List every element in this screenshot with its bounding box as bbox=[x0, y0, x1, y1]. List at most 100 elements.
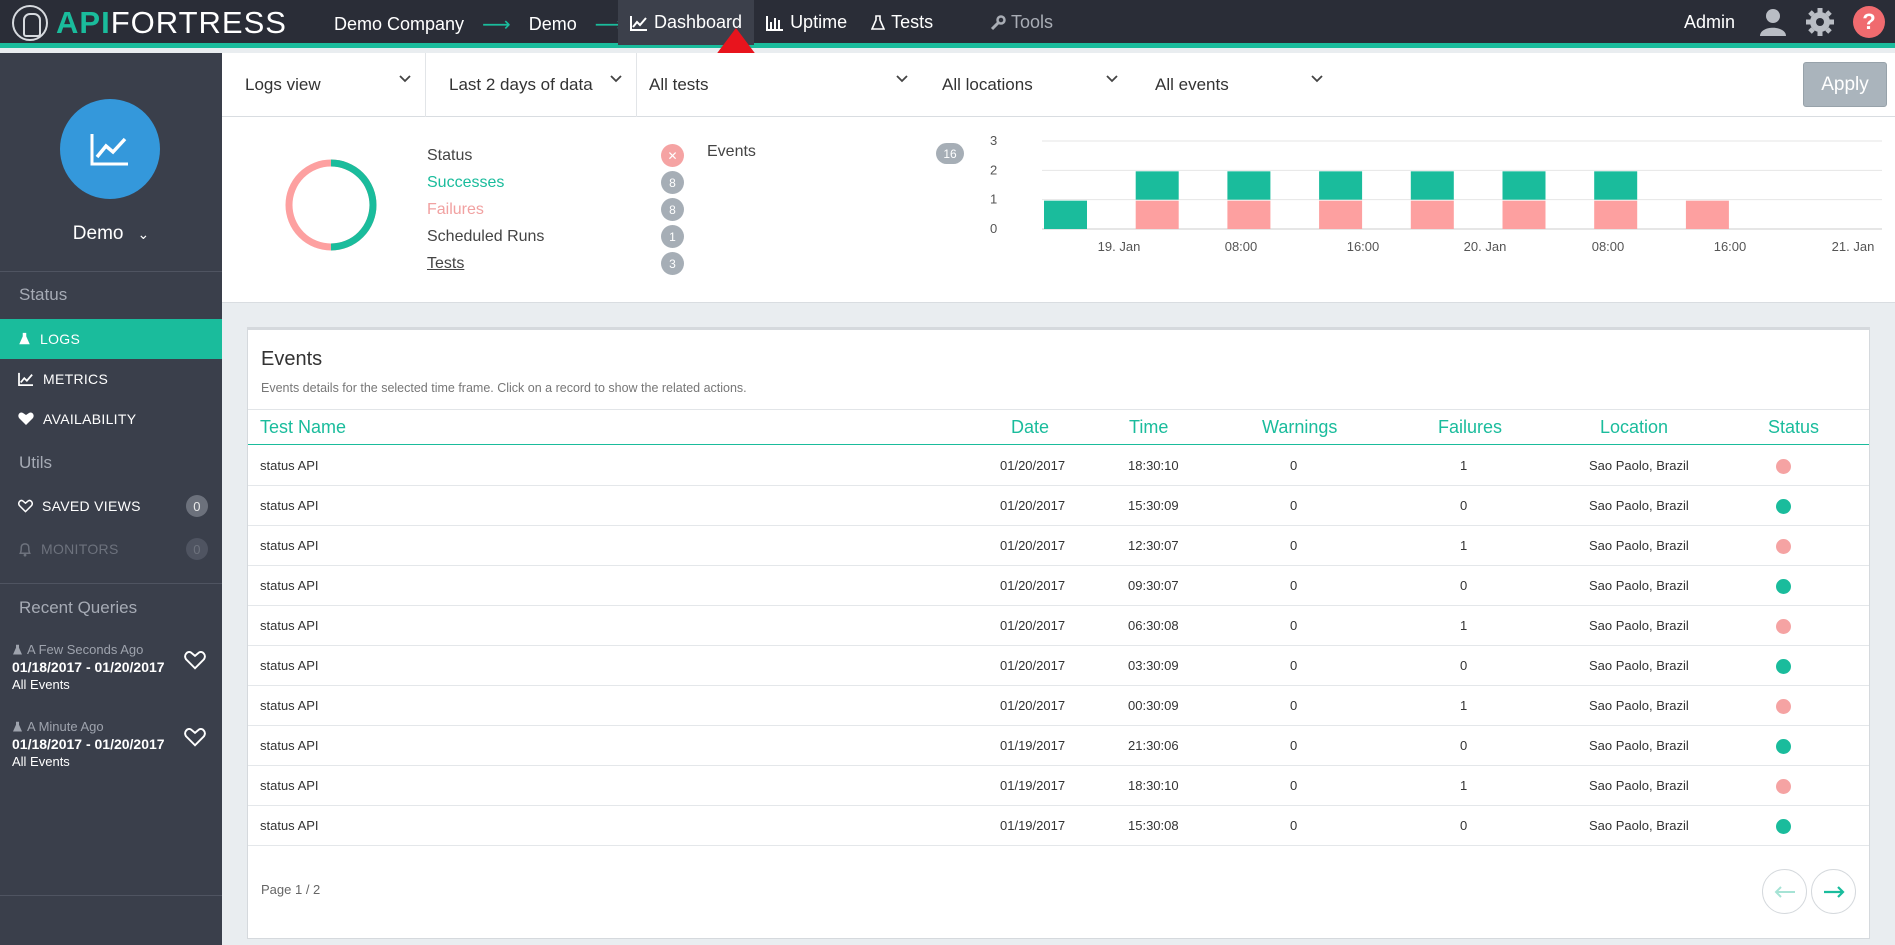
events-subtitle: Events details for the selected time fra… bbox=[261, 381, 747, 395]
prev-page-button[interactable] bbox=[1762, 869, 1807, 914]
divider bbox=[0, 271, 222, 272]
failures-label: Failures bbox=[427, 200, 484, 218]
nav-tests-label: Tests bbox=[891, 12, 934, 32]
sidebar-item-logs[interactable]: LOGS bbox=[0, 319, 222, 359]
table-row[interactable]: status API 01/19/2017 15:30:08 0 0 Sao Paolo,… bbox=[248, 806, 1869, 846]
project-selector[interactable]: Demo ⌄ bbox=[0, 223, 222, 245]
events-title: Events bbox=[261, 348, 323, 370]
sidebar-item-metrics[interactable]: METRICS bbox=[0, 359, 222, 399]
apply-button[interactable]: Apply bbox=[1803, 62, 1887, 107]
status-dot bbox=[1776, 539, 1791, 554]
breadcrumb-company[interactable]: Demo Company bbox=[334, 14, 465, 34]
project-avatar bbox=[60, 99, 160, 199]
table-row[interactable]: status API 01/20/2017 12:30:07 0 1 Sao Paolo,… bbox=[248, 526, 1869, 566]
y-tick-label: 3 bbox=[990, 133, 997, 148]
arrow-left-icon bbox=[1774, 885, 1795, 898]
bar-failures bbox=[1227, 200, 1271, 229]
cell-time: 03:30:09 bbox=[1128, 658, 1179, 673]
chevron-down-icon bbox=[1311, 75, 1323, 83]
column-header-test-name[interactable]: Test Name bbox=[260, 417, 347, 437]
fortress-logo-icon bbox=[12, 5, 48, 41]
divider bbox=[0, 583, 222, 584]
user-name[interactable]: Admin bbox=[1683, 11, 1735, 32]
chevron-down-icon bbox=[399, 75, 411, 83]
flask-icon bbox=[13, 721, 22, 731]
user-icon[interactable] bbox=[1759, 7, 1787, 37]
x-tick-label: 16:00 bbox=[1714, 239, 1747, 254]
table-row[interactable]: status API 01/20/2017 09:30:07 0 0 Sao Paolo,… bbox=[248, 566, 1869, 606]
cell-location: Sao Paolo, Brazil bbox=[1589, 658, 1689, 673]
successes-label: Successes bbox=[427, 173, 505, 191]
app-logo[interactable]: APIFORTRESS bbox=[12, 5, 287, 41]
y-tick-label: 1 bbox=[990, 192, 997, 207]
table-row[interactable]: status API 01/20/2017 00:30:09 0 1 Sao Paolo,… bbox=[248, 686, 1869, 726]
chevron-down-icon: ⌄ bbox=[137, 226, 150, 242]
view-select[interactable]: Logs view bbox=[222, 53, 426, 117]
column-header-date[interactable]: Date bbox=[1011, 417, 1050, 437]
period-select-value: Last 2 days of data bbox=[449, 75, 593, 94]
cell-name: status API bbox=[260, 618, 319, 633]
cell-date: 01/19/2017 bbox=[1000, 818, 1066, 833]
sidebar-item-label: MONITORS bbox=[41, 541, 119, 557]
recent-query-filter: All Events bbox=[12, 677, 70, 692]
status-label: Status bbox=[427, 146, 473, 164]
arrow-right-icon: ⟶ bbox=[594, 14, 624, 36]
table-row[interactable]: status API 01/20/2017 06:30:08 0 1 Sao Paolo,… bbox=[248, 606, 1869, 646]
column-header-location[interactable]: Location bbox=[1600, 417, 1669, 437]
nav-tools-label: Tools bbox=[1011, 12, 1054, 32]
column-header-status[interactable]: Status bbox=[1768, 417, 1820, 437]
cell-failures: 1 bbox=[1460, 538, 1468, 553]
nav-tests[interactable]: Tests bbox=[859, 0, 945, 45]
events-select[interactable]: All events bbox=[1132, 53, 1337, 117]
tests-select[interactable]: All tests bbox=[637, 53, 922, 117]
column-header-time[interactable]: Time bbox=[1129, 417, 1169, 437]
cell-location: Sao Paolo, Brazil bbox=[1589, 698, 1689, 713]
bar-successes bbox=[1502, 171, 1546, 200]
top-bar: APIFORTRESS Demo Company ⟶ Demo ⟶ Dashbo… bbox=[0, 0, 1895, 48]
x-tick-label: 21. Jan bbox=[1832, 239, 1875, 254]
breadcrumb-project[interactable]: Demo bbox=[528, 14, 577, 34]
column-header-warnings[interactable]: Warnings bbox=[1262, 417, 1338, 437]
sidebar-item-label: METRICS bbox=[43, 371, 109, 387]
tests-link[interactable]: Tests bbox=[427, 254, 465, 272]
column-header-failures[interactable]: Failures bbox=[1438, 417, 1503, 437]
tests-select-value: All tests bbox=[649, 75, 709, 94]
period-select[interactable]: Last 2 days of data bbox=[426, 53, 637, 117]
saved-views-count-badge: 0 bbox=[186, 495, 208, 517]
cell-location: Sao Paolo, Brazil bbox=[1589, 538, 1689, 553]
nav-uptime[interactable]: Uptime bbox=[754, 0, 859, 45]
failures-count: 8 bbox=[661, 198, 684, 221]
table-row[interactable]: status API 01/19/2017 21:30:06 0 0 Sao Paolo,… bbox=[248, 726, 1869, 766]
sidebar-item-saved-views[interactable]: SAVED VIEWS 0 bbox=[0, 486, 222, 526]
cell-failures: 0 bbox=[1460, 498, 1468, 513]
table-row[interactable]: status API 01/20/2017 18:30:10 0 1 Sao Paolo,… bbox=[248, 446, 1869, 486]
bar-successes bbox=[1319, 171, 1363, 200]
cell-warnings: 0 bbox=[1290, 578, 1298, 593]
events-bar-chart: 0 1 2 3 19. Jan 08:00 16:00 20. Jan 08:00 16:00 21… bbox=[990, 133, 1882, 254]
table-row[interactable]: status API 01/19/2017 18:30:10 0 1 Sao Paolo,… bbox=[248, 766, 1869, 806]
gear-icon[interactable] bbox=[1805, 7, 1835, 37]
help-icon[interactable]: ? bbox=[1853, 6, 1885, 38]
recent-query-item[interactable]: A Minute Ago 01/18/2017 - 01/20/2017 All… bbox=[12, 719, 212, 769]
cell-warnings: 0 bbox=[1290, 498, 1298, 513]
recent-query-item[interactable]: A Few Seconds Ago 01/18/2017 - 01/20/201… bbox=[12, 642, 212, 692]
locations-select[interactable]: All locations bbox=[922, 53, 1132, 117]
cell-warnings: 0 bbox=[1290, 778, 1298, 793]
cell-warnings: 0 bbox=[1290, 458, 1298, 473]
bar-successes bbox=[1135, 171, 1179, 200]
cell-failures: 0 bbox=[1460, 818, 1468, 833]
table-row[interactable]: status API 01/20/2017 15:30:09 0 0 Sao Paolo,… bbox=[248, 486, 1869, 526]
cell-failures: 0 bbox=[1460, 658, 1468, 673]
status-badge: ✕ bbox=[661, 144, 684, 167]
cell-warnings: 0 bbox=[1290, 818, 1298, 833]
favorite-heart-icon[interactable] bbox=[184, 727, 206, 747]
logo-text-api: API bbox=[56, 5, 111, 40]
trend-chart-icon bbox=[90, 134, 128, 166]
sidebar-item-availability[interactable]: AVAILABILITY bbox=[0, 399, 222, 439]
favorite-heart-icon[interactable] bbox=[184, 650, 206, 670]
nav-tools[interactable]: Tools bbox=[990, 12, 1053, 33]
cell-location: Sao Paolo, Brazil bbox=[1589, 458, 1689, 473]
next-page-button[interactable] bbox=[1811, 869, 1856, 914]
table-row[interactable]: status API 01/20/2017 03:30:09 0 0 Sao Paolo,… bbox=[248, 646, 1869, 686]
x-tick-label: 08:00 bbox=[1592, 239, 1625, 254]
